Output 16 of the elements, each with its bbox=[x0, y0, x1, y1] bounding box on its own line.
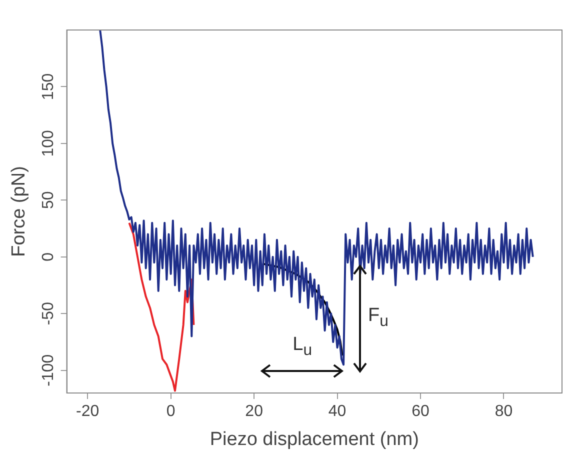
annotation: L$_{u}$ bbox=[292, 334, 312, 360]
x-axis-title: Piezo displacement (nm) bbox=[210, 428, 419, 450]
x-tick-label: 60 bbox=[412, 403, 430, 420]
x-tick-label: 20 bbox=[245, 403, 264, 420]
y-tick-label: -50 bbox=[40, 302, 58, 326]
y-tick-label: -100 bbox=[40, 354, 58, 386]
x-tick-label: 40 bbox=[328, 403, 346, 420]
x-tick-label: -20 bbox=[76, 403, 100, 420]
x-tick-label: 80 bbox=[494, 403, 513, 420]
y-tick-label: 50 bbox=[40, 191, 58, 210]
y-tick-label: 0 bbox=[40, 252, 58, 262]
x-tick-label: 0 bbox=[166, 403, 176, 420]
y-tick-label: 100 bbox=[40, 130, 58, 157]
annotation: F$_{u}$ bbox=[368, 305, 388, 332]
y-axis-title: Force (pN) bbox=[8, 166, 30, 257]
y-tick-label: 150 bbox=[40, 73, 58, 100]
